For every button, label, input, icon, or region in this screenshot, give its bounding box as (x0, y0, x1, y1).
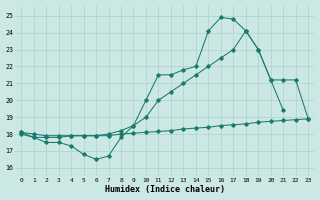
X-axis label: Humidex (Indice chaleur): Humidex (Indice chaleur) (105, 185, 225, 194)
